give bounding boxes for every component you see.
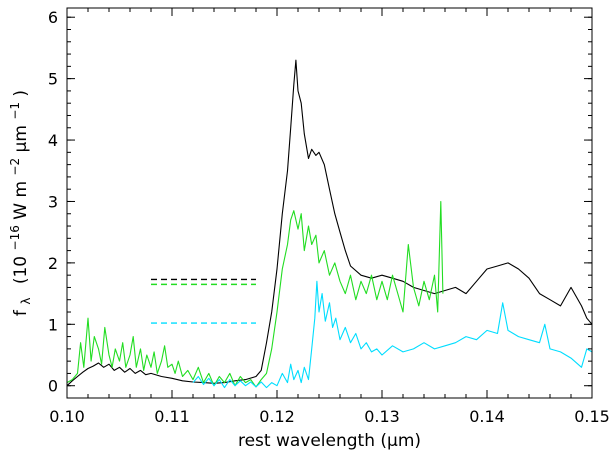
y-label-wm: W m — [11, 181, 31, 220]
x-tick-label: 0.15 — [574, 407, 610, 426]
y-label-um: μm — [11, 125, 31, 152]
x-tick-label: 0.10 — [49, 407, 85, 426]
y-label-exp-1: −16 — [8, 225, 22, 250]
x-tick-label: 0.12 — [259, 407, 295, 426]
reference-lines — [151, 278, 256, 324]
x-tick-label: 0.13 — [364, 407, 400, 426]
y-label-open: (10 — [11, 256, 31, 284]
y-tick-label: 2 — [48, 254, 58, 273]
y-axis-ticks: 0 1 2 3 4 5 6 — [48, 8, 592, 396]
plot-frame — [66, 7, 593, 399]
y-label-prefix: f — [11, 309, 31, 316]
x-axis-label: rest wavelength (μm) — [238, 431, 421, 451]
series-layer — [66, 59, 593, 389]
x-tick-label: 0.14 — [469, 407, 505, 426]
y-tick-label: 3 — [48, 192, 58, 211]
series-line-2 — [192, 280, 593, 389]
x-tick-label: 0.11 — [154, 407, 190, 426]
series-line-0 — [66, 59, 593, 387]
y-tick-label: 5 — [48, 70, 58, 89]
y-label-exp-3: −1 — [8, 102, 22, 120]
y-tick-label: 0 — [48, 377, 58, 396]
series-line-1 — [66, 200, 444, 388]
y-label-prefix-sub: λ — [19, 298, 33, 305]
y-label-exp-2: −2 — [8, 158, 22, 176]
y-label-close: ) — [11, 90, 31, 97]
y-tick-label: 1 — [48, 315, 58, 334]
y-tick-label: 4 — [48, 131, 58, 150]
x-axis-ticks: 0.10 0.11 0.12 0.13 0.14 0.15 — [49, 8, 610, 426]
y-tick-label: 6 — [48, 8, 58, 27]
y-axis-label: f λ (10 −16 W m −2 μm −1 ) — [4, 90, 35, 316]
